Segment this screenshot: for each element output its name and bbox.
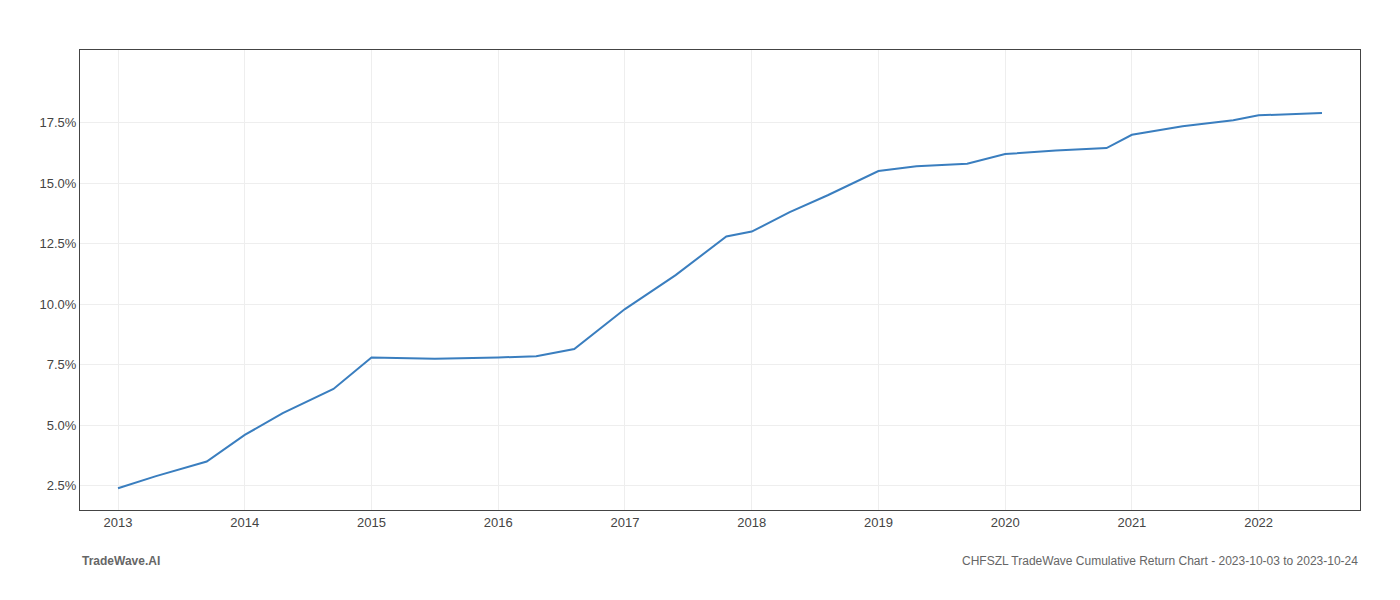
svg-text:2016: 2016 — [484, 515, 513, 530]
svg-text:2022: 2022 — [1244, 515, 1273, 530]
svg-text:2021: 2021 — [1117, 515, 1146, 530]
svg-text:17.5%: 17.5% — [40, 115, 77, 130]
svg-text:12.5%: 12.5% — [40, 236, 77, 251]
svg-text:2019: 2019 — [864, 515, 893, 530]
svg-text:2013: 2013 — [104, 515, 133, 530]
svg-text:10.0%: 10.0% — [40, 297, 77, 312]
svg-text:2020: 2020 — [991, 515, 1020, 530]
svg-text:7.5%: 7.5% — [47, 357, 77, 372]
svg-text:2018: 2018 — [737, 515, 766, 530]
svg-text:2.5%: 2.5% — [47, 478, 77, 493]
svg-text:5.0%: 5.0% — [47, 418, 77, 433]
svg-text:15.0%: 15.0% — [40, 176, 77, 191]
svg-text:2017: 2017 — [610, 515, 639, 530]
svg-text:TradeWave.AI: TradeWave.AI — [82, 554, 160, 568]
svg-text:2015: 2015 — [357, 515, 386, 530]
svg-text:CHFSZL TradeWave Cumulative Re: CHFSZL TradeWave Cumulative Return Chart… — [962, 554, 1358, 568]
svg-text:2014: 2014 — [230, 515, 259, 530]
